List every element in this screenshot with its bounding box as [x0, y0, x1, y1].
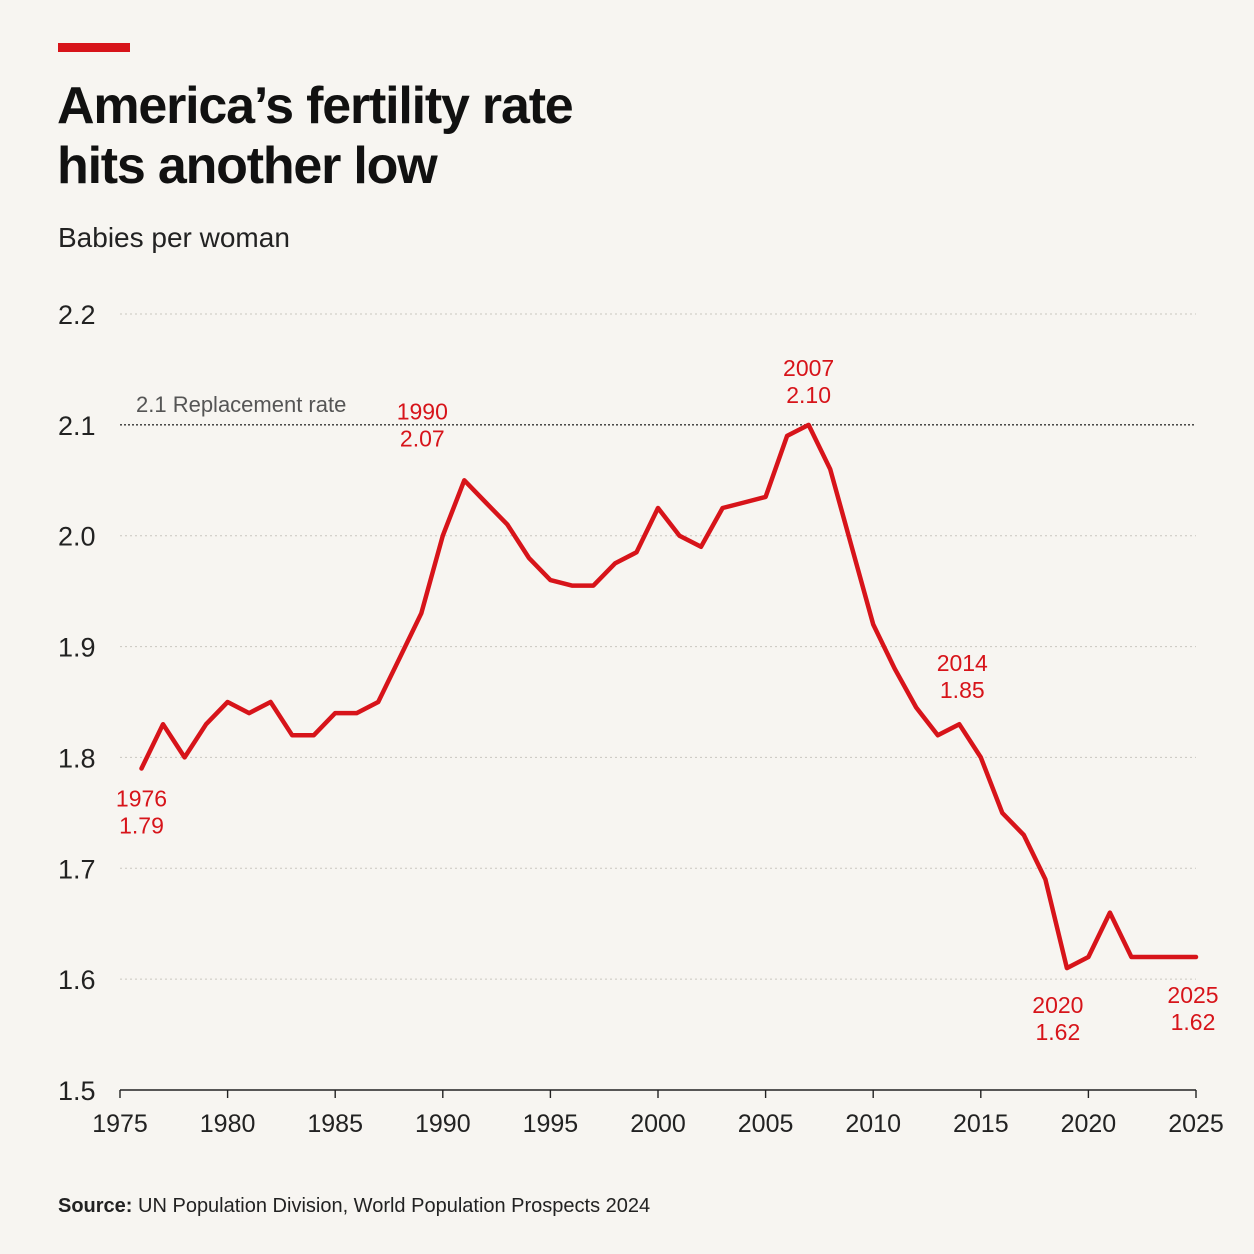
annotation-value-1990: 2.07: [400, 425, 445, 451]
y-tick-label-1.9: 1.9: [58, 633, 96, 663]
y-tick-label-1.6: 1.6: [58, 965, 96, 995]
annotation-year-1990: 1990: [397, 398, 448, 424]
y-tick-label-2.1: 2.1: [58, 411, 96, 441]
data-annotations: 19761.7919902.0720072.1020141.8520201.62…: [116, 355, 1219, 1045]
y-tick-label-1.7: 1.7: [58, 854, 96, 884]
x-tick-label-2005: 2005: [738, 1110, 794, 1138]
series-lines: [139, 422, 1199, 971]
source-text: UN Population Division, World Population…: [138, 1195, 651, 1217]
replacement-rate-reference: 2.1 Replacement rate: [120, 392, 1196, 426]
accent-bar: [58, 43, 130, 52]
chart-subtitle: Babies per woman: [58, 222, 290, 253]
x-tick-label-2000: 2000: [630, 1110, 686, 1138]
replacement-rate-label: 2.1 Replacement rate: [136, 392, 346, 417]
y-tick-label-1.8: 1.8: [58, 743, 96, 773]
x-tick-label-1980: 1980: [200, 1110, 256, 1138]
x-axis: 1975 1980 1985 1990 1995 2000 2005 2010 2015 2020…: [92, 1089, 1224, 1138]
annotation-value-2025: 1.62: [1171, 1009, 1216, 1035]
x-tick-label-2020: 2020: [1061, 1110, 1117, 1138]
x-tick-label-1990: 1990: [415, 1110, 471, 1138]
annotation-year-2020: 2020: [1032, 992, 1083, 1018]
y-axis-tick-labels: 1.5 1.6 1.7 1.8 1.9 2.0 2.1 2.2: [58, 300, 96, 1106]
annotation-year-2007: 2007: [783, 355, 834, 381]
annotation-year-1976: 1976: [116, 786, 167, 812]
annotation-year-2025: 2025: [1167, 982, 1218, 1008]
annotation-value-1976: 1.79: [119, 813, 164, 839]
annotation-value-2007: 2.10: [786, 382, 831, 408]
chart-title-line-1: America’s fertility rate: [57, 77, 574, 135]
x-tick-label-2025: 2025: [1168, 1110, 1224, 1138]
source-label: Source:: [58, 1195, 133, 1217]
y-tick-label-1.5: 1.5: [58, 1076, 96, 1106]
x-tick-label-1985: 1985: [307, 1110, 363, 1138]
source-note: Source: UN Population Division, World Po…: [58, 1195, 650, 1218]
gridlines: [120, 313, 1196, 980]
y-tick-label-2.0: 2.0: [58, 522, 96, 552]
annotation-value-2020: 1.62: [1035, 1019, 1080, 1045]
y-tick-label-2.2: 2.2: [58, 300, 96, 330]
chart-title-line-2: hits another low: [57, 137, 438, 195]
annotation-year-2014: 2014: [937, 650, 988, 676]
x-tick-label-2010: 2010: [845, 1110, 901, 1138]
annotation-value-2014: 1.85: [940, 677, 985, 703]
chart-title: America’s fertility rate hits another lo…: [57, 76, 574, 196]
x-tick-label-2015: 2015: [953, 1110, 1009, 1138]
x-tick-label-1975: 1975: [92, 1110, 148, 1138]
series-line-0: [139, 422, 1199, 971]
x-tick-label-1995: 1995: [523, 1110, 579, 1138]
